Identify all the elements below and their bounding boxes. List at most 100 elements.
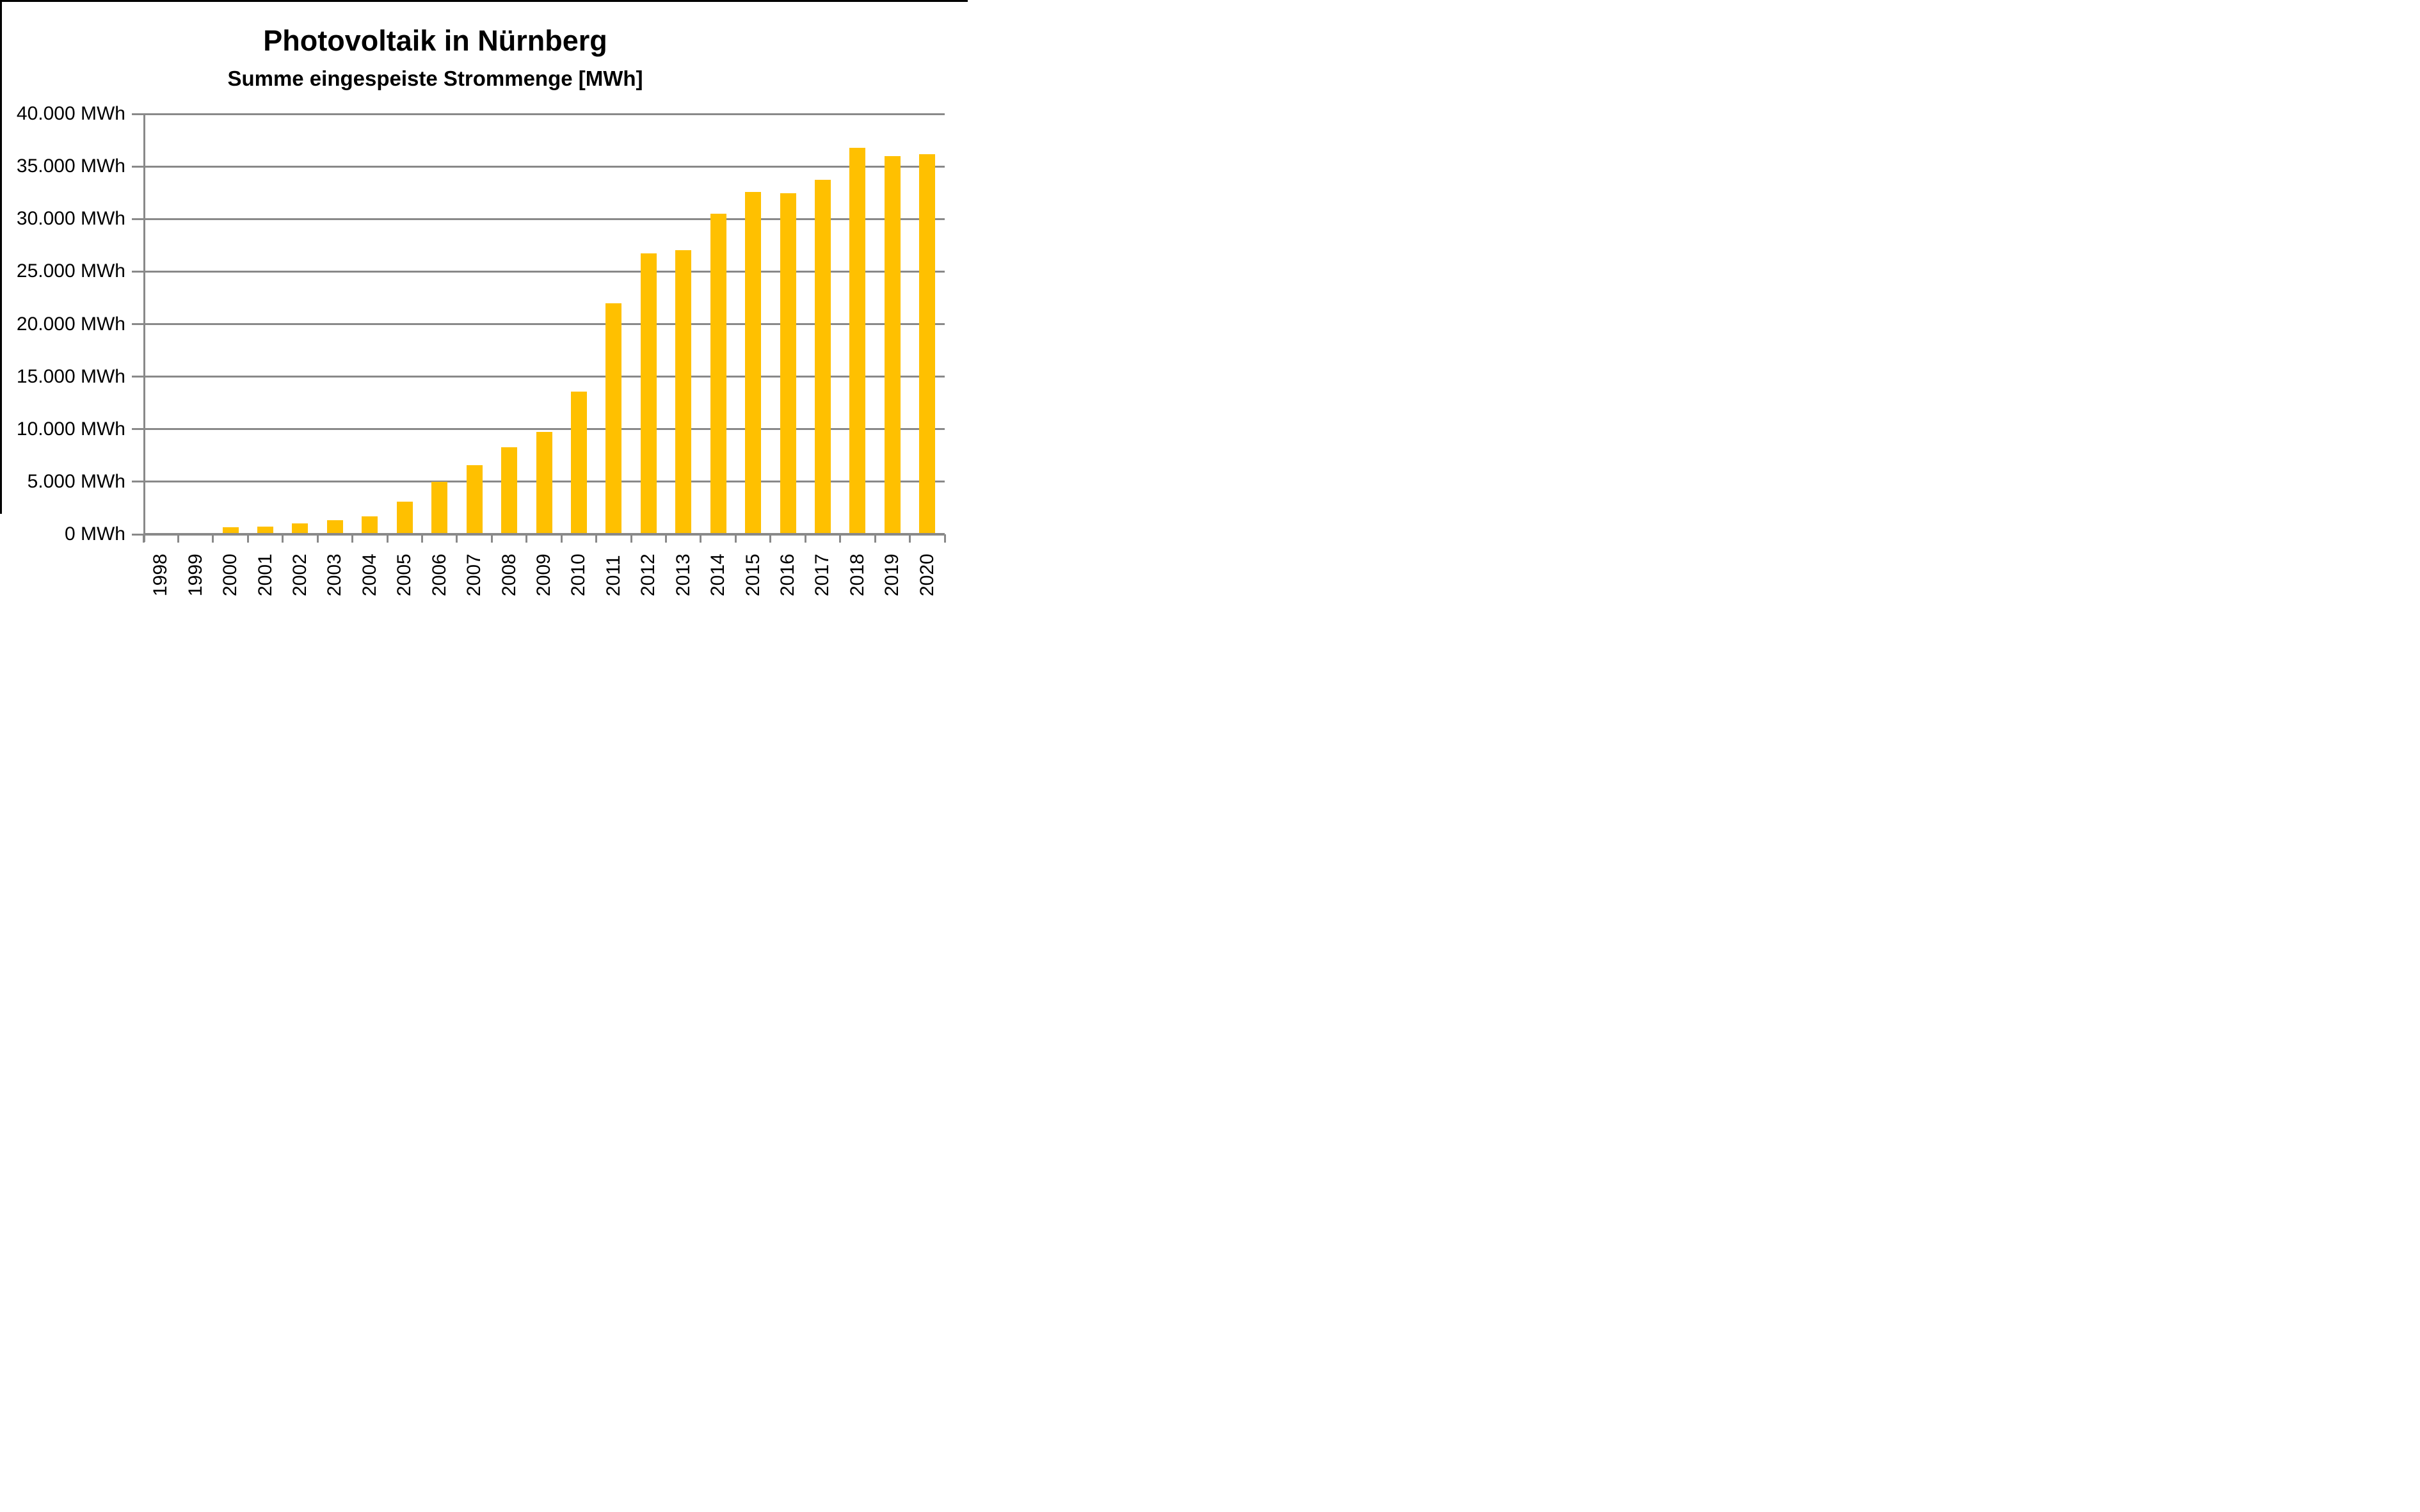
y-axis-label: 25.000 MWh <box>16 260 125 282</box>
x-axis-label-2018: 2018 <box>846 553 868 596</box>
x-axis-tick <box>212 534 214 543</box>
bar-2007 <box>466 465 483 534</box>
y-axis-tick <box>132 376 143 378</box>
y-axis-tick <box>132 218 143 220</box>
y-axis-label: 40.000 MWh <box>16 103 125 124</box>
x-axis-label-2013: 2013 <box>672 553 694 596</box>
chart-title: Photovoltaik in Nürnberg <box>263 24 607 57</box>
bar-2004 <box>362 516 378 534</box>
x-axis-tick <box>943 534 946 543</box>
bar-2006 <box>431 481 448 534</box>
x-axis <box>143 533 945 536</box>
gridline-25000 <box>143 270 945 273</box>
gridline-40000 <box>143 113 945 115</box>
x-axis-label-2002: 2002 <box>289 553 310 596</box>
chart: Photovoltaik in Nürnberg Summe eingespei… <box>0 0 968 605</box>
x-axis-label-2020: 2020 <box>916 553 938 596</box>
x-axis-label-2003: 2003 <box>324 553 346 596</box>
gridline-10000 <box>143 428 945 431</box>
x-axis-tick <box>316 534 319 543</box>
y-axis-label: 15.000 MWh <box>16 365 125 387</box>
x-axis-tick <box>142 534 145 543</box>
x-axis-label-2009: 2009 <box>533 553 554 596</box>
bar-2010 <box>570 391 587 534</box>
x-axis-tick <box>804 534 806 543</box>
y-axis-label: 0 MWh <box>64 523 125 545</box>
x-axis-label-2005: 2005 <box>394 553 415 596</box>
x-axis-label-2017: 2017 <box>812 553 833 596</box>
x-axis-tick <box>839 534 842 543</box>
x-axis-label-2006: 2006 <box>428 553 450 596</box>
bar-2013 <box>675 250 692 534</box>
y-axis-tick <box>132 533 143 536</box>
x-axis-label-2014: 2014 <box>707 553 729 596</box>
x-axis-tick <box>456 534 458 543</box>
bar-2015 <box>745 191 762 534</box>
x-axis-tick <box>177 534 179 543</box>
chart-subtitle: Summe eingespeiste Strommenge [MWh] <box>227 67 643 90</box>
bar-2018 <box>849 148 866 534</box>
x-axis-label-2007: 2007 <box>463 553 485 596</box>
bar-2019 <box>884 155 901 534</box>
x-axis-tick <box>386 534 389 543</box>
y-axis-tick <box>132 165 143 168</box>
x-axis-tick <box>490 534 493 543</box>
x-axis-tick <box>282 534 284 543</box>
x-axis-tick <box>700 534 702 543</box>
gridline-20000 <box>143 323 945 325</box>
x-axis-label-2012: 2012 <box>637 553 659 596</box>
bar-2008 <box>501 447 518 534</box>
gridline-35000 <box>143 165 945 168</box>
title-block: Photovoltaik in Nürnberg Summe eingespei… <box>0 24 870 91</box>
bar-2001 <box>257 526 274 534</box>
plot-area: 0 MWh 5.000 MWh 10.000 MWh 15.000 MWh 20.000… <box>0 0 968 605</box>
y-axis-tick <box>132 270 143 273</box>
y-axis <box>143 114 145 542</box>
bar-2000 <box>222 527 239 534</box>
x-axis-tick <box>246 534 249 543</box>
bar-2017 <box>814 180 831 534</box>
x-axis-label-1999: 1999 <box>184 553 206 596</box>
x-axis-label-2001: 2001 <box>254 553 276 596</box>
x-axis-tick <box>874 534 876 543</box>
y-axis-tick <box>132 113 143 115</box>
y-axis-label: 10.000 MWh <box>16 418 125 440</box>
x-axis-tick <box>909 534 911 543</box>
y-axis-label: 35.000 MWh <box>16 155 125 177</box>
x-axis-label-2019: 2019 <box>881 553 903 596</box>
x-axis-tick <box>525 534 528 543</box>
y-axis-label: 20.000 MWh <box>16 313 125 335</box>
gridline-30000 <box>143 218 945 220</box>
y-axis-label: 5.000 MWh <box>27 470 125 492</box>
x-axis-tick <box>351 534 354 543</box>
frame-top-border <box>0 0 968 2</box>
x-axis-label-2004: 2004 <box>358 553 380 596</box>
x-axis-label-2015: 2015 <box>742 553 764 596</box>
x-axis-label-2011: 2011 <box>602 555 624 596</box>
gridline-15000 <box>143 376 945 378</box>
x-axis-label-2000: 2000 <box>220 553 241 596</box>
x-axis-tick <box>630 534 632 543</box>
x-axis-tick <box>734 534 737 543</box>
y-axis-tick <box>132 481 143 483</box>
bar-2011 <box>605 303 622 534</box>
x-axis-tick <box>665 534 668 543</box>
bar-2002 <box>292 523 309 534</box>
x-axis-tick <box>595 534 598 543</box>
bar-2009 <box>536 431 552 534</box>
bar-2012 <box>640 253 657 534</box>
frame-left-border <box>0 0 2 514</box>
x-axis-tick <box>421 534 423 543</box>
y-axis-tick <box>132 323 143 325</box>
x-axis-tick <box>769 534 772 543</box>
y-axis-label: 30.000 MWh <box>16 208 125 230</box>
bar-2014 <box>710 214 726 534</box>
x-axis-label-2008: 2008 <box>498 553 520 596</box>
x-axis-label-2016: 2016 <box>777 553 799 596</box>
x-axis-label-1998: 1998 <box>150 553 172 596</box>
bar-2020 <box>919 154 936 534</box>
x-axis-tick <box>560 534 563 543</box>
x-axis-label-2010: 2010 <box>568 553 589 596</box>
bar-2003 <box>326 520 343 534</box>
y-axis-tick <box>132 428 143 431</box>
